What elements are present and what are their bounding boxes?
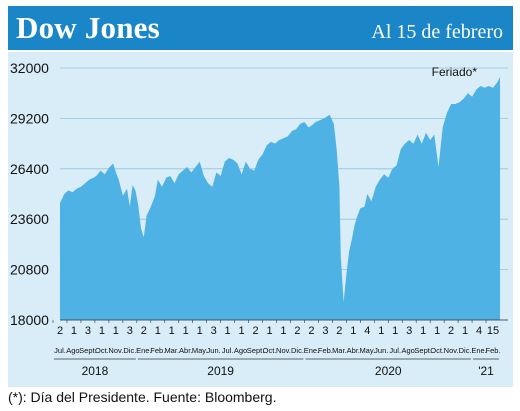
x-tick-month: Jul. [389, 346, 401, 355]
x-tick-day: 1 [113, 325, 119, 337]
x-tick-month: Dic. [459, 346, 472, 355]
x-year-label: 2019 [207, 364, 234, 378]
y-tick-label: 32000 [10, 60, 49, 76]
x-tick-month: Jul. [222, 346, 234, 355]
x-tick-month: Dic. [291, 346, 304, 355]
x-tick-day: 1 [197, 325, 203, 337]
dow-jones-area-series [60, 77, 500, 320]
x-tick-day: 2 [308, 325, 314, 337]
x-tick-month: Jun. [374, 346, 388, 355]
x-tick-day: 2 [141, 325, 147, 337]
x-tick-month: Sept. [79, 346, 97, 355]
x-tick-day: 3 [322, 325, 328, 337]
x-tick-day: 2 [57, 325, 63, 337]
y-tick-label: 18000 [10, 312, 49, 328]
x-year-label: 2018 [82, 364, 109, 378]
x-tick-month: Jul. [54, 346, 66, 355]
x-year-label: '21 [478, 364, 494, 378]
y-tick-label: 20800 [10, 262, 49, 278]
x-tick-month: Abr. [347, 346, 360, 355]
x-tick-day: 1 [350, 325, 356, 337]
x-tick-day: 3 [127, 325, 133, 337]
x-tick-month: Sept. [247, 346, 265, 355]
y-axis: 32000 29200 26400 23600 20800 18000 [10, 60, 49, 328]
x-tick-day: 1 [169, 325, 175, 337]
x-tick-month: Ago. [66, 346, 81, 355]
x-axis: 2Jul.1Ago.3Sept.1Oct.1Nov.3Dic.2Ene.1Feb… [52, 319, 508, 378]
x-tick-month: Dic. [123, 346, 136, 355]
x-tick-month: Feb. [318, 346, 333, 355]
x-tick-month: Abr. [179, 346, 192, 355]
holiday-annotation: Feriado* [432, 65, 478, 79]
x-tick-day: 3 [406, 325, 412, 337]
x-tick-day: 1 [183, 325, 189, 337]
footnote-source: (*): Día del Presidente. Fuente: Bloombe… [8, 389, 277, 405]
x-tick-month: Sept. [414, 346, 432, 355]
x-tick-day: 3 [85, 325, 91, 337]
area-layer [60, 77, 500, 320]
x-tick-day: 1 [266, 325, 272, 337]
x-tick-month: Ene. [304, 346, 319, 355]
x-tick-day: 2 [294, 325, 300, 337]
x-tick-day: 2 [448, 325, 454, 337]
header-bar: Dow Jones Al 15 de febrero [8, 6, 513, 50]
x-tick-day: 1 [462, 325, 468, 337]
x-tick-day: 4 [364, 325, 370, 337]
x-tick-day: 2 [336, 325, 342, 337]
x-year-label: 2020 [375, 364, 402, 378]
x-tick-day: 3 [211, 325, 217, 337]
date-label: Al 15 de febrero [371, 21, 503, 43]
x-tick-day: 1 [225, 325, 231, 337]
x-tick-month: Oct. [430, 346, 444, 355]
x-tick-month: Jun. [207, 346, 221, 355]
x-tick-month: Ene. [136, 346, 151, 355]
x-tick-day: 1 [434, 325, 440, 337]
x-tick-month: Mar. [332, 346, 347, 355]
x-tick-month: Ago. [401, 346, 416, 355]
x-tick-month: Ene. [471, 346, 486, 355]
x-tick-day: 1 [99, 325, 105, 337]
x-tick-day: 4 [476, 325, 482, 337]
x-tick-day: 1 [280, 325, 286, 337]
x-tick-day: 1 [71, 325, 77, 337]
y-tick-label: 29200 [10, 110, 49, 126]
chart-panel: 32000 29200 26400 23600 20800 18000 2 Jul. 1 Ago… [8, 52, 513, 387]
x-tick-month: Nov. [108, 346, 123, 355]
x-tick-month: Feb. [486, 346, 501, 355]
chart-title: Dow Jones [16, 10, 160, 45]
x-tick-day: 15 [487, 325, 499, 337]
x-tick-month: Ago. [234, 346, 249, 355]
x-tick-month: Oct. [263, 346, 277, 355]
x-tick-month: Mar. [164, 346, 179, 355]
x-tick-day: 1 [239, 325, 245, 337]
x-tick-month: Oct. [95, 346, 109, 355]
x-tick-month: Nov. [444, 346, 459, 355]
x-tick-day: 1 [420, 325, 426, 337]
x-tick-month: Feb. [150, 346, 165, 355]
x-tick-day: 1 [155, 325, 161, 337]
x-tick-day: 2 [252, 325, 258, 337]
y-tick-label: 23600 [10, 211, 49, 227]
x-tick-month: May. [359, 346, 375, 355]
x-tick-day: 1 [392, 325, 398, 337]
y-tick-label: 26400 [10, 161, 49, 177]
x-tick-month: May. [192, 346, 208, 355]
x-tick-month: Nov. [276, 346, 291, 355]
x-tick-day: 1 [378, 325, 384, 337]
